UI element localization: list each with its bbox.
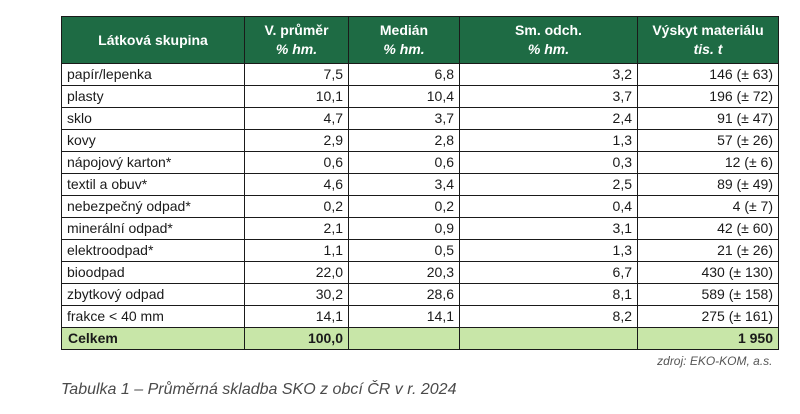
row-amount: 89 (± 49) [637,173,779,196]
row-mean: 14,1 [244,305,349,328]
row-category: nápojový karton* [61,151,245,174]
row-sd: 2,5 [459,173,638,196]
row-sd: 8,2 [459,305,638,328]
row-category: textil a obuv* [61,173,245,196]
composition-table: Látková skupina V. průměr % hm. Medián %… [61,16,779,369]
row-category: bioodpad [61,261,245,284]
table-row: papír/lepenka 7,5 6,8 3,2 146 (± 63) [61,63,779,86]
row-amount: 196 (± 72) [637,85,779,108]
table-row: plasty 10,1 10,4 3,7 196 (± 72) [61,85,779,108]
table-row: nebezpečný odpad* 0,2 0,2 0,4 4 (± 7) [61,195,779,218]
row-median: 0,5 [348,239,460,262]
row-amount: 57 (± 26) [637,129,779,152]
table-row: elektroodpad* 1,1 0,5 1,3 21 (± 26) [61,239,779,262]
row-category: plasty [61,85,245,108]
table-row: kovy 2,9 2,8 1,3 57 (± 26) [61,129,779,152]
total-row: Celkem 100,0 1 950 [61,327,779,350]
table-row: frakce < 40 mm 14,1 14,1 8,2 275 (± 161) [61,305,779,328]
header-mean-unit: % hm. [275,41,318,57]
header-sd-unit: % hm. [527,41,570,57]
header-category: Látková skupina [61,16,245,64]
total-mean: 100,0 [244,327,349,350]
row-mean: 0,6 [244,151,349,174]
table-row: textil a obuv* 4,6 3,4 2,5 89 (± 49) [61,173,779,196]
source-note: zdroj: EKO-KOM, a.s. [657,354,773,368]
row-amount: 4 (± 7) [637,195,779,218]
row-mean: 2,1 [244,217,349,240]
row-category: kovy [61,129,245,152]
row-median: 6,8 [348,63,460,86]
header-row: Látková skupina V. průměr % hm. Medián %… [61,16,779,64]
header-amount-title: Výskyt materiálu [652,22,764,38]
header-sd: Sm. odch. % hm. [459,16,638,64]
row-category: minerální odpad* [61,217,245,240]
header-mean: V. průměr % hm. [244,16,349,64]
row-category: elektroodpad* [61,239,245,262]
header-median-unit: % hm. [383,41,425,57]
row-category: nebezpečný odpad* [61,195,245,218]
row-median: 10,4 [348,85,460,108]
row-sd: 0,3 [459,151,638,174]
row-median: 3,4 [348,173,460,196]
row-mean: 30,2 [244,283,349,306]
row-mean: 4,6 [244,173,349,196]
table-row: nápojový karton* 0,6 0,6 0,3 12 (± 6) [61,151,779,174]
header-sd-title: Sm. odch. [515,22,582,38]
row-category: zbytkový odpad [61,283,245,306]
row-median: 20,3 [348,261,460,284]
total-median [348,327,460,350]
total-sd [459,327,638,350]
row-sd: 8,1 [459,283,638,306]
header-median: Medián % hm. [348,16,460,64]
row-sd: 6,7 [459,261,638,284]
row-sd: 1,3 [459,129,638,152]
row-mean: 0,2 [244,195,349,218]
source-row: zdroj: EKO-KOM, a.s. [62,350,779,370]
row-amount: 146 (± 63) [637,63,779,86]
row-category: frakce < 40 mm [61,305,245,328]
row-amount: 275 (± 161) [637,305,779,328]
row-amount: 430 (± 130) [637,261,779,284]
row-sd: 3,7 [459,85,638,108]
row-amount: 42 (± 60) [637,217,779,240]
table-row: bioodpad 22,0 20,3 6,7 430 (± 130) [61,261,779,284]
row-sd: 3,2 [459,63,638,86]
header-amount-unit: tis. t [693,41,723,57]
row-median: 0,9 [348,217,460,240]
row-amount: 12 (± 6) [637,151,779,174]
row-category: sklo [61,107,245,130]
table-body: papír/lepenka 7,5 6,8 3,2 146 (± 63) plasty 10… [61,63,779,370]
row-mean: 4,7 [244,107,349,130]
table-row: minerální odpad* 2,1 0,9 3,1 42 (± 60) [61,217,779,240]
row-mean: 7,5 [244,63,349,86]
row-sd: 1,3 [459,239,638,262]
row-sd: 0,4 [459,195,638,218]
table-row: zbytkový odpad 30,2 28,6 8,1 589 (± 158) [61,283,779,306]
row-sd: 2,4 [459,107,638,130]
header-median-title: Medián [379,22,429,38]
table-row: sklo 4,7 3,7 2,4 91 (± 47) [61,107,779,130]
row-median: 3,7 [348,107,460,130]
row-median: 28,6 [348,283,460,306]
row-mean: 22,0 [244,261,349,284]
row-median: 0,2 [348,195,460,218]
table-caption: Tabulka 1 – Průměrná skladba SKO z obcí … [61,381,457,398]
row-amount: 589 (± 158) [637,283,779,306]
row-category: papír/lepenka [61,63,245,86]
composition-table-container: Látková skupina V. průměr % hm. Medián %… [61,16,779,369]
total-label: Celkem [61,327,245,350]
header-amount: Výskyt materiálu tis. t [637,16,779,64]
row-mean: 1,1 [244,239,349,262]
row-median: 0,6 [348,151,460,174]
row-median: 14,1 [348,305,460,328]
total-amount: 1 950 [637,327,779,350]
row-sd: 3,1 [459,217,638,240]
row-amount: 91 (± 47) [637,107,779,130]
row-median: 2,8 [348,129,460,152]
header-mean-title: V. průměr [264,22,329,38]
header-category-title: Látková skupina [98,31,208,48]
row-mean: 10,1 [244,85,349,108]
row-amount: 21 (± 26) [637,239,779,262]
row-mean: 2,9 [244,129,349,152]
